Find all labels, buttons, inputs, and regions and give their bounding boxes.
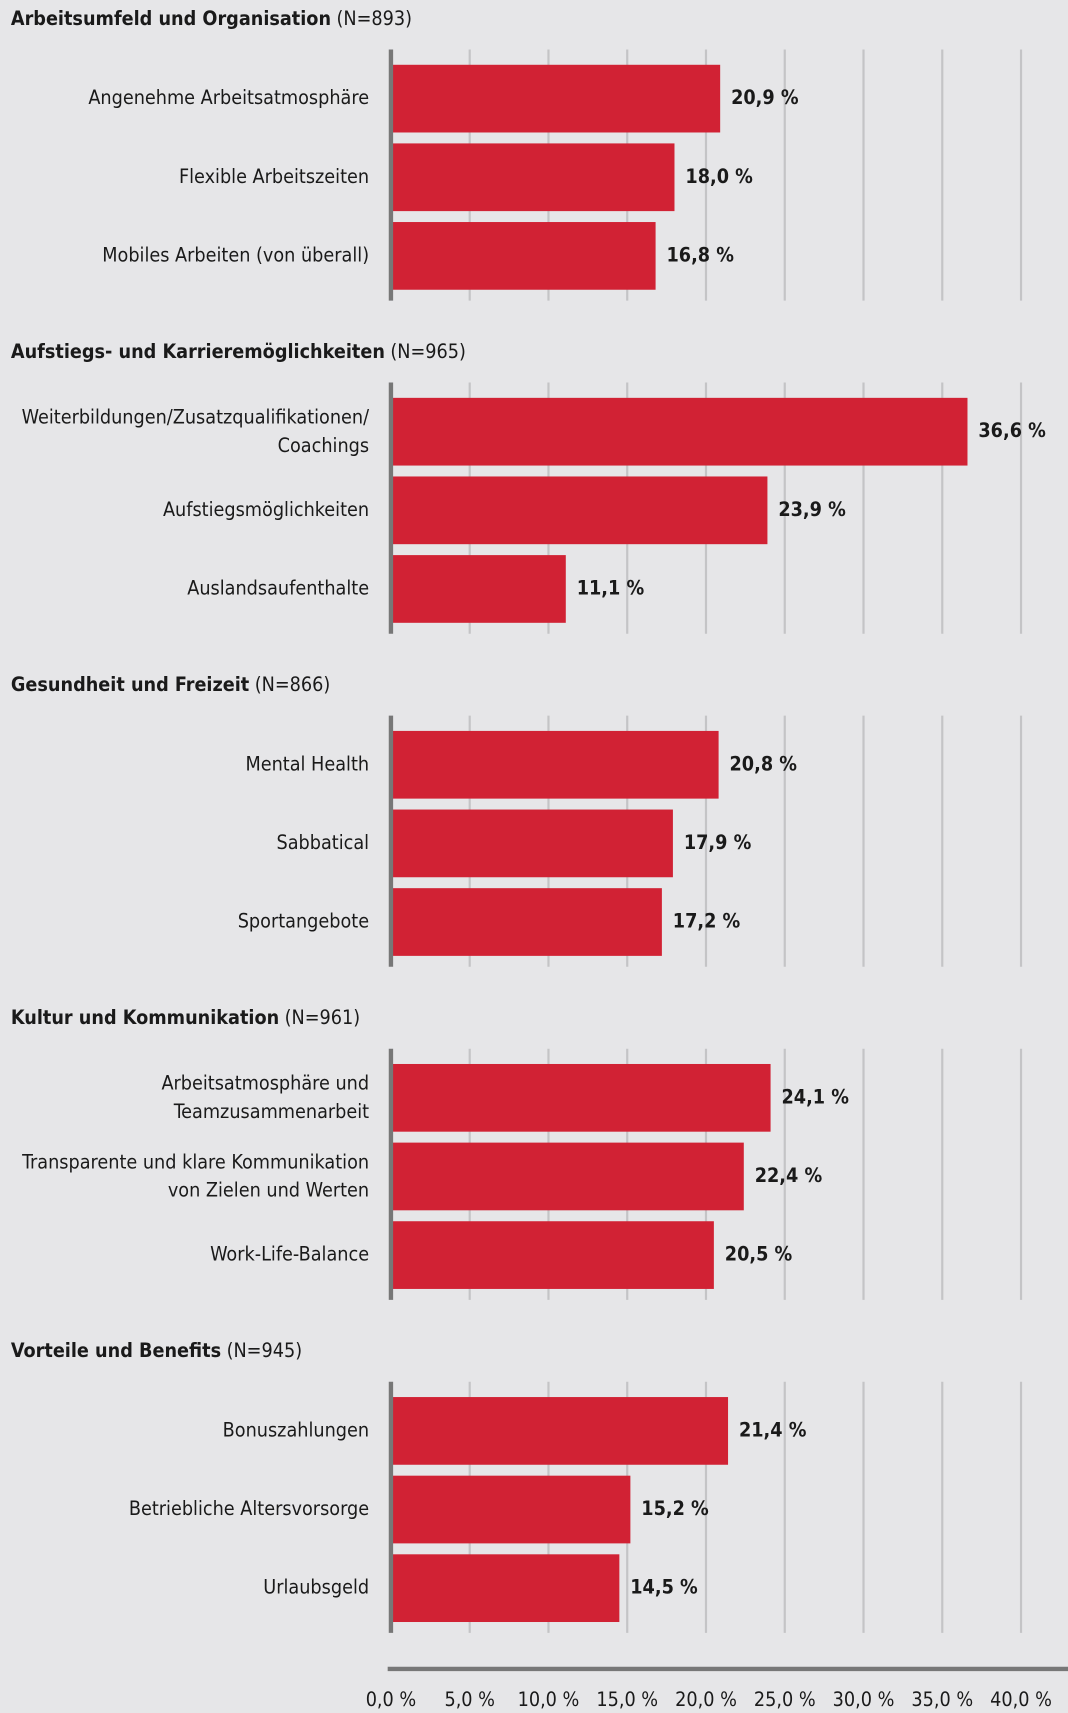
category-label: Sportangebote: [238, 910, 369, 933]
bar: [390, 476, 768, 545]
panel-title: Aufstiegs- und Karrieremöglichkeiten (N=9…: [11, 339, 466, 362]
bar: [390, 730, 719, 799]
bar: [390, 1397, 729, 1465]
category-label: Transparente und klare Kommunikation von …: [21, 1150, 369, 1201]
value-label: 36,6 %: [978, 419, 1046, 442]
x-tick-label: 5,0 %: [444, 1688, 495, 1711]
category-label: Betriebliche Altersvorsorge: [129, 1497, 369, 1520]
text-line: Weiterbildungen/Zusatzqualifikationen/: [22, 405, 369, 428]
bar: [390, 1554, 620, 1623]
x-tick-label: 40,0 %: [990, 1688, 1052, 1711]
panel-title-bold: Gesundheit und Freizeit: [11, 673, 250, 696]
category-label: Bonuszahlungen: [223, 1418, 369, 1441]
text-line: Teamzusammenarbeit: [173, 1100, 369, 1123]
value-label: 23,9 %: [778, 498, 846, 521]
value-label: 20,9 %: [731, 86, 799, 109]
category-label: Mobiles Arbeiten (von überall): [102, 243, 369, 266]
category-label: Angenehme Arbeitsatmosphäre: [88, 86, 369, 109]
x-tick-label: 35,0 %: [911, 1688, 973, 1711]
panel-subtitle: (N=866): [255, 673, 331, 696]
category-label: Sabbatical: [276, 831, 369, 854]
value-label: 16,8 %: [667, 243, 735, 266]
panel-subtitle: (N=945): [227, 1339, 303, 1362]
value-label: 22,4 %: [755, 1164, 823, 1187]
bar: [390, 64, 721, 133]
x-tick-label: 0,0 %: [366, 1688, 417, 1711]
panel-title: Arbeitsumfeld und Organisation (N=893): [11, 6, 412, 29]
category-label: Mental Health: [245, 752, 369, 775]
x-tick-label: 25,0 %: [754, 1688, 816, 1711]
bar: [390, 397, 968, 466]
text-line: Arbeitsatmosphäre und: [161, 1071, 369, 1094]
text-line: Transparente und klare Kommunikation: [21, 1150, 369, 1173]
panel-subtitle: (N=961): [285, 1006, 361, 1029]
bar: [390, 1063, 771, 1132]
bar: [390, 888, 662, 956]
x-tick-label: 30,0 %: [833, 1688, 895, 1711]
panel-subtitle: (N=893): [337, 6, 413, 29]
text-line: Coachings: [278, 433, 369, 456]
value-label: 17,2 %: [673, 910, 741, 933]
panel-title: Vorteile und Benefits (N=945): [11, 1339, 302, 1362]
panel-title-bold: Kultur und Kommunikation: [11, 1006, 279, 1029]
panel-title-bold: Arbeitsumfeld und Organisation: [11, 6, 331, 29]
value-label: 15,2 %: [641, 1497, 709, 1520]
x-tick-label: 10,0 %: [518, 1688, 580, 1711]
category-label: Work-Life-Balance: [210, 1243, 369, 1266]
bar: [390, 1475, 631, 1544]
category-label: Urlaubsgeld: [263, 1576, 369, 1599]
category-label: Aufstiegsmöglichkeiten: [163, 498, 369, 521]
panel-subtitle: (N=965): [390, 339, 466, 362]
value-label: 24,1 %: [781, 1085, 849, 1108]
bar: [390, 1221, 714, 1289]
category-label: Auslandsaufenthalte: [187, 576, 369, 599]
value-label: 17,9 %: [684, 831, 752, 854]
value-label: 21,4 %: [739, 1418, 807, 1441]
bar: [390, 1142, 744, 1211]
panel-title-bold: Vorteile und Benefits: [11, 1339, 221, 1362]
x-tick-label: 20,0 %: [675, 1688, 737, 1711]
category-label: Flexible Arbeitszeiten: [179, 165, 369, 188]
category-label: Weiterbildungen/Zusatzqualifikationen/Co…: [22, 405, 369, 456]
value-label: 18,0 %: [685, 165, 753, 188]
panel-title-bold: Aufstiegs- und Karrieremöglichkeiten: [11, 339, 385, 362]
category-label: Arbeitsatmosphäre und Teamzusammenarbeit: [161, 1071, 369, 1122]
value-label: 20,5 %: [725, 1243, 793, 1266]
panel-title: Kultur und Kommunikation (N=961): [11, 1006, 360, 1029]
x-tick-label: 15,0 %: [596, 1688, 658, 1711]
value-label: 20,8 %: [730, 752, 798, 775]
bar: [390, 555, 566, 623]
value-label: 11,1 %: [577, 576, 645, 599]
text-line: von Zielen und Werten: [168, 1178, 369, 1201]
panel-title: Gesundheit und Freizeit (N=866): [11, 673, 330, 696]
value-label: 14,5 %: [630, 1576, 698, 1599]
bar: [390, 143, 675, 212]
bar: [390, 809, 673, 878]
bar: [390, 222, 656, 290]
